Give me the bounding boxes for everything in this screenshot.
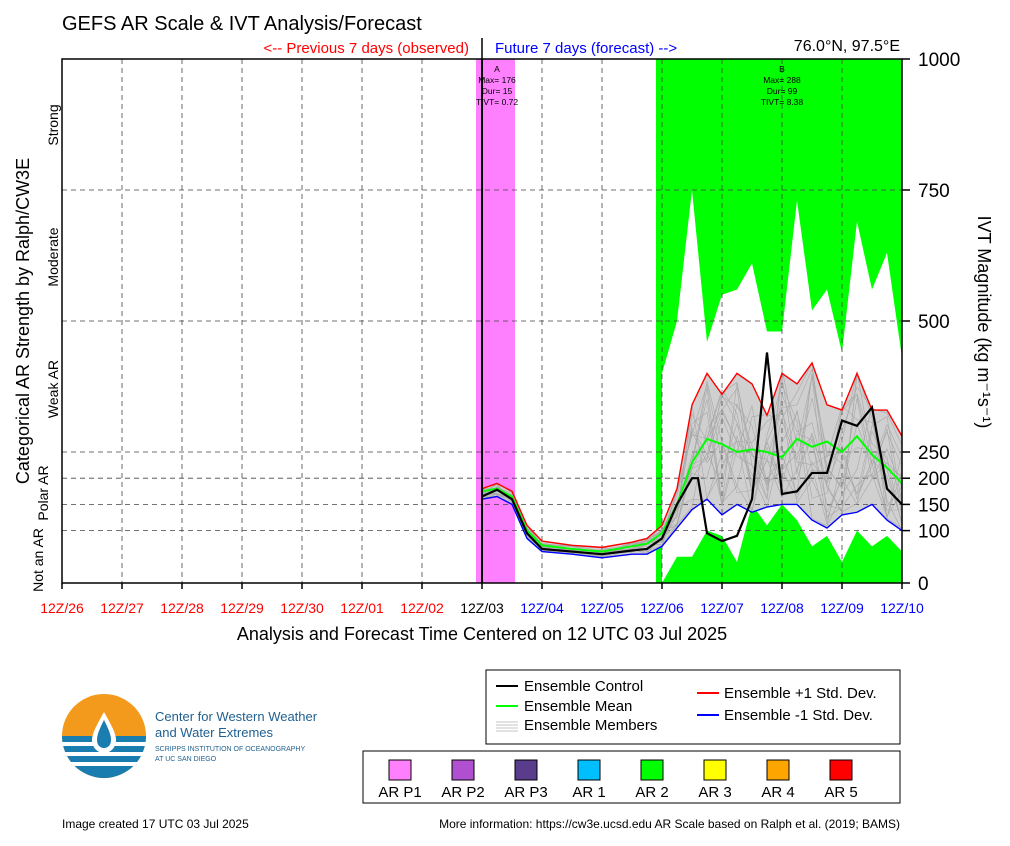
x-tick-label-14: 12Z/10 — [880, 600, 924, 616]
ensemble-member-14 — [481, 397, 903, 557]
ar-legend-label-6: AR 4 — [761, 784, 794, 801]
x-tick-label-1: 12Z/27 — [100, 600, 144, 616]
category-weak: Weak AR — [45, 360, 61, 418]
x-tick-label-13: 12Z/09 — [820, 600, 864, 616]
ar-legend-label-5: AR 3 — [698, 784, 731, 801]
x-tick-label-0: 12Z/26 — [40, 600, 84, 616]
y-tick-label-200: 200 — [918, 469, 950, 490]
legend-members-label: Ensemble Members — [524, 717, 657, 734]
chart-title: GEFS AR Scale & IVT Analysis/Forecast — [62, 13, 422, 35]
x-tick-label-2: 12Z/28 — [160, 600, 204, 616]
ar-legend-label-0: AR P1 — [378, 784, 421, 801]
logo-line-4: AT UC SAN DIEGO — [155, 756, 217, 763]
legend-control-label: Ensemble Control — [524, 678, 643, 695]
control-line — [481, 352, 903, 556]
logo-line-2: and Water Extremes — [155, 725, 274, 740]
ensemble-member-4 — [481, 387, 903, 556]
event-b-max: Max= 288 — [763, 75, 801, 85]
series-lines — [481, 352, 903, 559]
ar-legend-swatch-4 — [640, 759, 664, 781]
ensemble-member-15 — [481, 399, 903, 553]
future-days-label: Future 7 days (forecast) --> — [495, 40, 677, 57]
ar-legend-swatch-6 — [766, 759, 790, 781]
x-tick-label-5: 12Z/01 — [340, 600, 384, 616]
series-legend: Ensemble Control Ensemble Mean Ensemble … — [485, 669, 901, 745]
ar-legend-label-3: AR 1 — [572, 784, 605, 801]
event-b-letter: B — [779, 64, 785, 74]
ar-legend-swatch-3 — [577, 759, 601, 781]
plot-area: A Max= 176 Dur= 15 TIVT= 0.72 B Max= 288… — [61, 58, 903, 584]
event-a: A Max= 176 Dur= 15 TIVT= 0.72 — [476, 64, 519, 107]
previous-days-label: <-- Previous 7 days (observed) — [263, 40, 469, 57]
x-tick-label-4: 12Z/30 — [280, 600, 324, 616]
event-b: B Max= 288 Dur= 99 TIVT= 8.38 — [761, 64, 804, 107]
right-axis-ticks: 0 100 150 200 250 500 750 1000 — [902, 50, 960, 595]
plus-std-line — [481, 361, 903, 549]
legend-mean-label: Ensemble Mean — [524, 698, 632, 715]
y-tick-label-1000: 1000 — [918, 50, 960, 71]
location-label: 76.0°N, 97.5°E — [794, 38, 900, 55]
x-tick-label-6: 12Z/02 — [400, 600, 444, 616]
ar-legend-swatch-7 — [829, 759, 853, 781]
y-tick-label-750: 750 — [918, 181, 950, 202]
legend-minus-std-label: Ensemble -1 Std. Dev. — [724, 707, 873, 724]
ensemble-members — [481, 362, 903, 558]
x-tick-label-7: 12Z/03 — [460, 600, 504, 616]
x-tick-label-11: 12Z/07 — [700, 600, 744, 616]
category-moderate: Moderate — [45, 227, 61, 286]
x-axis-ticks: 12Z/26 12Z/27 12Z/28 12Z/29 12Z/30 12Z/01 12Z/… — [40, 583, 924, 616]
x-axis-title: Analysis and Forecast Time Centered on 1… — [237, 624, 727, 644]
ar-legend-swatch-1 — [451, 759, 475, 781]
ar-legend-label-4: AR 2 — [635, 784, 668, 801]
event-b-tivt: TIVT= 8.38 — [761, 97, 804, 107]
ar-legend-label-7: AR 5 — [824, 784, 857, 801]
ar-legend-label-2: AR P3 — [504, 784, 547, 801]
ensemble-member-7 — [481, 372, 903, 553]
footer-created: Image created 17 UTC 03 Jul 2025 — [62, 817, 249, 831]
y-tick-label-100: 100 — [918, 522, 950, 543]
y-tick-label-250: 250 — [918, 443, 950, 464]
series-legend-frame — [485, 669, 901, 745]
y-tick-label-0: 0 — [918, 574, 929, 595]
event-b-dur: Dur= 99 — [767, 86, 798, 96]
x-tick-label-3: 12Z/29 — [220, 600, 264, 616]
logo-line-3: SCRIPPS INSTITUTION OF OCEANOGRAPHY — [155, 746, 305, 753]
y-tick-label-150: 150 — [918, 495, 950, 516]
category-polar: Polar AR — [35, 465, 51, 520]
logo-line-1: Center for Western Weather — [155, 709, 318, 724]
ar-category-legend: AR P1 AR P2 AR P3 AR 1 AR 2 AR 3 AR 4 AR 5 — [362, 750, 901, 804]
ar-legend-swatch-0 — [388, 759, 412, 781]
ar-legend-swatch-5 — [703, 759, 727, 781]
category-strong: Strong — [45, 104, 61, 145]
ar-legend-label-1: AR P2 — [441, 784, 484, 801]
event-labels: A Max= 176 Dur= 15 TIVT= 0.72 B Max= 288… — [476, 64, 804, 107]
right-axis-title: IVT Magnitude (kg m⁻¹s⁻¹) — [974, 216, 994, 429]
event-a-max: Max= 176 — [478, 75, 516, 85]
logo-ocean — [62, 736, 146, 778]
x-tick-label-8: 12Z/04 — [520, 600, 564, 616]
event-a-dur: Dur= 15 — [482, 86, 513, 96]
left-axis-title: Categorical AR Strength by Ralph/CW3E — [13, 158, 33, 484]
event-a-letter: A — [494, 64, 500, 74]
mean-line — [481, 434, 903, 553]
y-tick-label-500: 500 — [918, 312, 950, 333]
x-tick-label-10: 12Z/06 — [640, 600, 684, 616]
x-tick-label-9: 12Z/05 — [580, 600, 624, 616]
x-tick-label-12: 12Z/08 — [760, 600, 804, 616]
minus-std-line — [481, 495, 903, 559]
event-a-tivt: TIVT= 0.72 — [476, 97, 519, 107]
legend-plus-std-label: Ensemble +1 Std. Dev. — [724, 685, 877, 702]
ar-legend-swatch-2 — [514, 759, 538, 781]
legend-members-swatch — [496, 721, 518, 732]
footer-info: More information: https://cw3e.ucsd.edu … — [439, 817, 900, 831]
category-not-ar: Not an AR — [30, 528, 46, 592]
cw3e-logo: Center for Western Weather and Water Ext… — [62, 694, 318, 778]
